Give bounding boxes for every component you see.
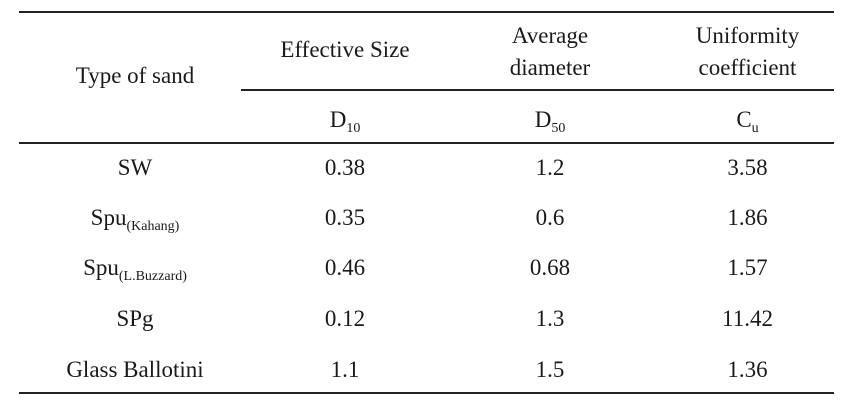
header-bottom-rule — [19, 142, 834, 144]
table-cell-d50: 1.2 — [535, 155, 565, 180]
header-type-of-sand: Type of sand — [75, 63, 195, 88]
symbol-d50-sub: 50 — [551, 121, 566, 136]
header-average-diameter-line2: diameter — [509, 55, 591, 80]
sand-type-name: SPg — [116, 306, 154, 331]
table-row-type: Spu(L.Buzzard) — [19, 255, 251, 284]
table-row-type: SPg — [19, 306, 251, 332]
symbol-d10-sub: 10 — [346, 121, 361, 136]
table-cell-cu: 1.36 — [727, 357, 768, 382]
sand-type-name: Spu — [90, 205, 127, 230]
sand-type-name: Glass Ballotini — [66, 357, 204, 382]
symbol-d10-main: D — [329, 107, 347, 132]
table-cell-d10: 0.12 — [324, 306, 366, 331]
table-cell-cu: 1.57 — [727, 255, 768, 280]
header-uniformity-line2: coefficient — [698, 55, 797, 80]
symbol-d50-main: D — [534, 107, 552, 132]
header-uniformity-line1: Uniformity — [695, 23, 800, 48]
header-sub-rule — [241, 89, 834, 91]
table-cell-d10: 1.1 — [330, 357, 360, 382]
symbol-d10: D10 — [251, 107, 439, 136]
table-row-type: SW — [19, 155, 251, 181]
table-cell-d50: 0.6 — [535, 205, 565, 230]
table-cell-d50: 1.5 — [535, 357, 565, 382]
symbol-cu-main: C — [736, 107, 752, 132]
symbol-d50: D50 — [439, 107, 661, 136]
table-cell-cu: 1.86 — [727, 205, 768, 230]
header-average-diameter-line1: Average — [511, 23, 589, 48]
table-cell-cu: 11.42 — [722, 306, 773, 331]
table-row-type: Glass Ballotini — [19, 357, 251, 383]
symbol-cu: Cu — [661, 107, 834, 136]
table-cell-d50: 1.3 — [535, 306, 565, 331]
table-top-rule — [19, 11, 834, 13]
table-cell-d10: 0.46 — [324, 255, 366, 280]
table-cell-cu: 3.58 — [727, 155, 768, 180]
symbol-cu-sub: u — [751, 121, 759, 136]
table-cell-d10: 0.35 — [324, 205, 366, 230]
sand-type-name: SW — [117, 155, 153, 180]
table-row-type: Spu(Kahang) — [19, 205, 251, 234]
sand-type-sub: (Kahang) — [126, 219, 180, 234]
header-effective-size: Effective Size — [280, 37, 410, 62]
table-cell-d50: 0.68 — [529, 255, 571, 280]
table-cell-d10: 0.38 — [324, 155, 366, 180]
sand-type-name: Spu — [83, 255, 119, 280]
table-bottom-rule — [19, 392, 834, 394]
sand-type-sub: (L.Buzzard) — [118, 269, 187, 284]
